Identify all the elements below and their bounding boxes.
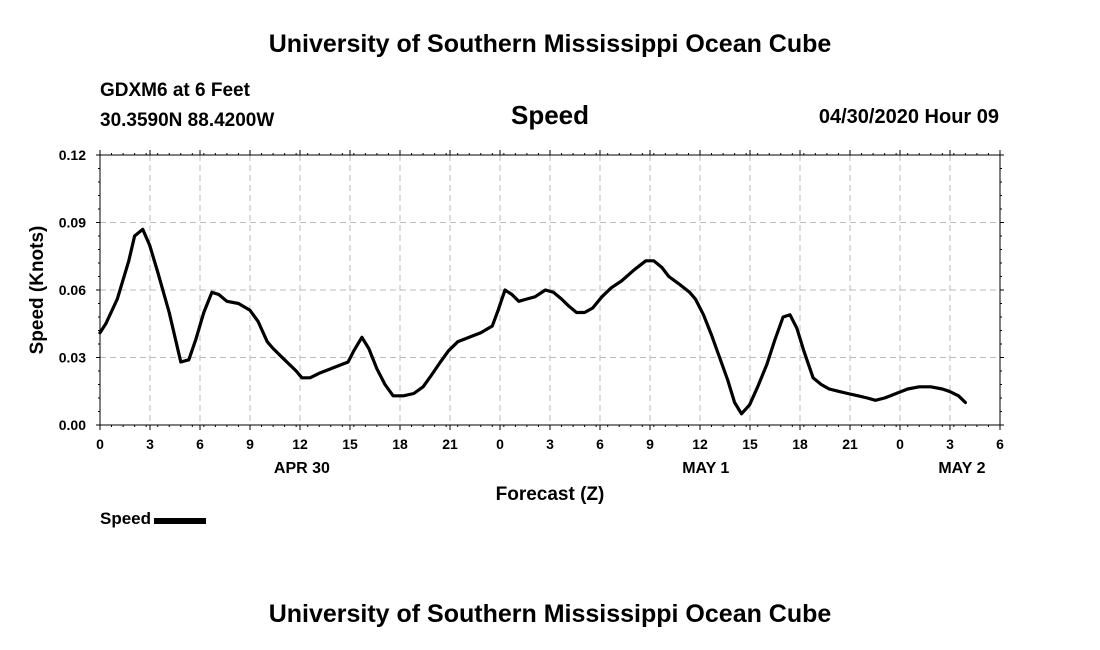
station-coordinates: 30.3590N 88.4200W [100, 110, 275, 131]
legend-label: Speed [100, 509, 152, 528]
y-tick-label: 0.09 [59, 215, 86, 231]
x-tick-label: 18 [792, 436, 808, 452]
x-tick-label: 9 [246, 436, 254, 452]
x-tick-label: 12 [692, 436, 708, 452]
x-tick-label: 21 [842, 436, 858, 452]
station-info: GDXM6 at 6 Feet 30.3590N 88.4200W [100, 76, 274, 136]
x-tick-label: 6 [596, 436, 604, 452]
footer-title: University of Southern Mississippi Ocean… [268, 600, 832, 628]
y-tick-label: 0.12 [59, 147, 86, 163]
x-axis-label: Forecast (Z) [496, 484, 605, 505]
chart-labels: 0.00 0.03 0.06 0.09 0.12 0 3 6 9 12 15 18 21 0 3 6 9 12 15… [59, 147, 1004, 477]
chart-legend: Speed [100, 509, 207, 529]
date-label: MAY 2 [938, 460, 985, 477]
x-tick-label: 21 [442, 436, 458, 452]
x-tick-label: 6 [196, 436, 204, 452]
speed-chart: 0.00 0.03 0.06 0.09 0.12 0 3 6 9 12 15 18 21 0 3 6 9 12 15… [27, 147, 1004, 505]
plot-frame [99, 154, 1001, 426]
speed-series-line [98, 227, 967, 416]
station-name: GDXM6 at 6 Feet [100, 80, 250, 101]
forecast-run-info: 04/30/2020 Hour 09 [818, 106, 999, 128]
x-tick-label: 0 [96, 436, 104, 452]
y-axis-label: Speed (Knots) [27, 226, 48, 355]
page-title: University of Southern Mississippi Ocean… [268, 30, 832, 58]
x-tick-label: 12 [292, 436, 308, 452]
y-tick-label: 0.06 [59, 282, 86, 298]
date-label: MAY 1 [682, 460, 729, 477]
y-tick-label: 0.00 [59, 417, 86, 433]
x-tick-label: 3 [146, 436, 154, 452]
x-tick-label: 18 [392, 436, 408, 452]
x-tick-label: 0 [496, 436, 504, 452]
x-tick-label: 15 [742, 436, 758, 452]
x-tick-label: 0 [896, 436, 904, 452]
x-tick-label: 9 [646, 436, 654, 452]
x-tick-label: 6 [996, 436, 1004, 452]
chart-title: Speed [510, 100, 590, 130]
date-label: APR 30 [274, 460, 330, 477]
y-tick-label: 0.03 [59, 350, 86, 366]
x-tick-label: 3 [546, 436, 554, 452]
legend-line-swatch [154, 517, 207, 524]
x-tick-label: 15 [342, 436, 358, 452]
x-tick-label: 3 [946, 436, 954, 452]
